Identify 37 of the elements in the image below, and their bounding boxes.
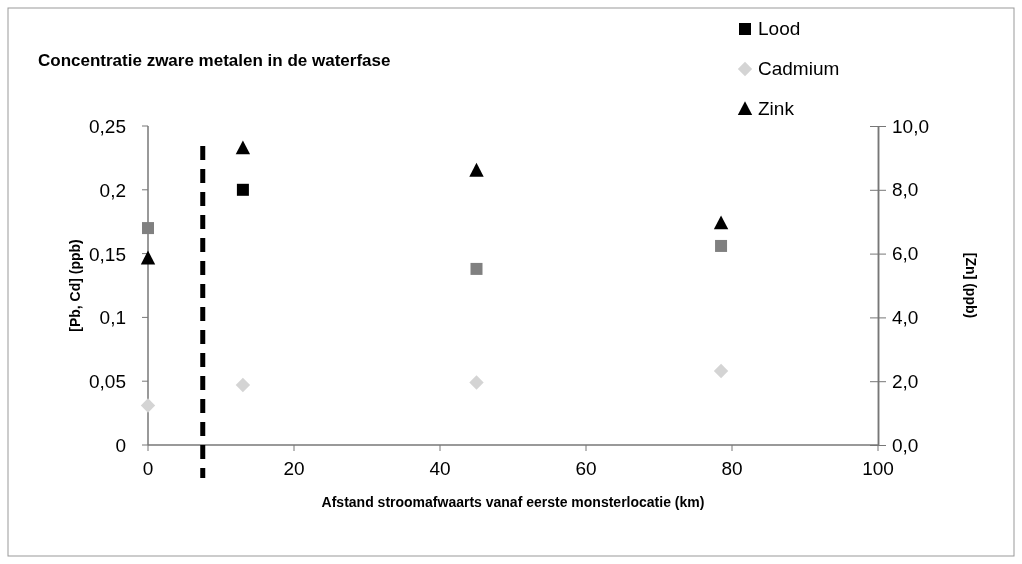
point	[470, 262, 483, 275]
x-tick-label: 20	[283, 458, 305, 479]
point	[140, 398, 156, 413]
x-tick-label: 100	[862, 458, 894, 479]
y2-tick-label: 4,0	[892, 306, 919, 328]
point	[469, 375, 484, 390]
x-tick-label: 0	[142, 458, 154, 479]
legend-label: Lood	[758, 18, 801, 39]
point	[713, 215, 729, 230]
x-tick-label: 60	[575, 458, 597, 479]
point	[235, 140, 251, 155]
y2-tick-label: 6,0	[892, 243, 919, 265]
y2-tick-label: 0,0	[892, 434, 919, 456]
point	[235, 377, 251, 393]
y-tick-label: 0,25	[89, 116, 126, 137]
legend-label: Zink	[758, 98, 795, 119]
point	[715, 239, 728, 252]
y-axis-title: [Pb, Cd] (ppb)	[67, 239, 83, 332]
y-tick-label: 0	[115, 435, 126, 456]
x-tick-label: 40	[429, 458, 451, 479]
point	[236, 183, 249, 196]
y2-axis-title: [Zn] (ppb)	[963, 252, 979, 319]
point	[713, 363, 729, 379]
y-tick-label: 0,05	[89, 371, 126, 393]
chart-title: Concentratie zware metalen in de waterfase	[38, 51, 391, 70]
x-axis-title: Afstand stroomafwaarts vanaf eerste monsterlocatie (km)	[321, 494, 705, 510]
y2-tick-label: 10,0	[892, 115, 929, 137]
y2-tick-label: 2,0	[892, 370, 919, 392]
point	[469, 162, 484, 177]
y-tick-label: 0,2	[99, 179, 126, 201]
point	[140, 250, 156, 265]
legend-label: Cadmium	[758, 58, 840, 79]
y-tick-label: 0,15	[89, 243, 126, 265]
point	[142, 222, 154, 235]
y2-tick-label: 8,0	[892, 179, 919, 201]
x-tick-label: 80	[721, 458, 743, 479]
y-tick-label: 0,1	[99, 307, 126, 329]
